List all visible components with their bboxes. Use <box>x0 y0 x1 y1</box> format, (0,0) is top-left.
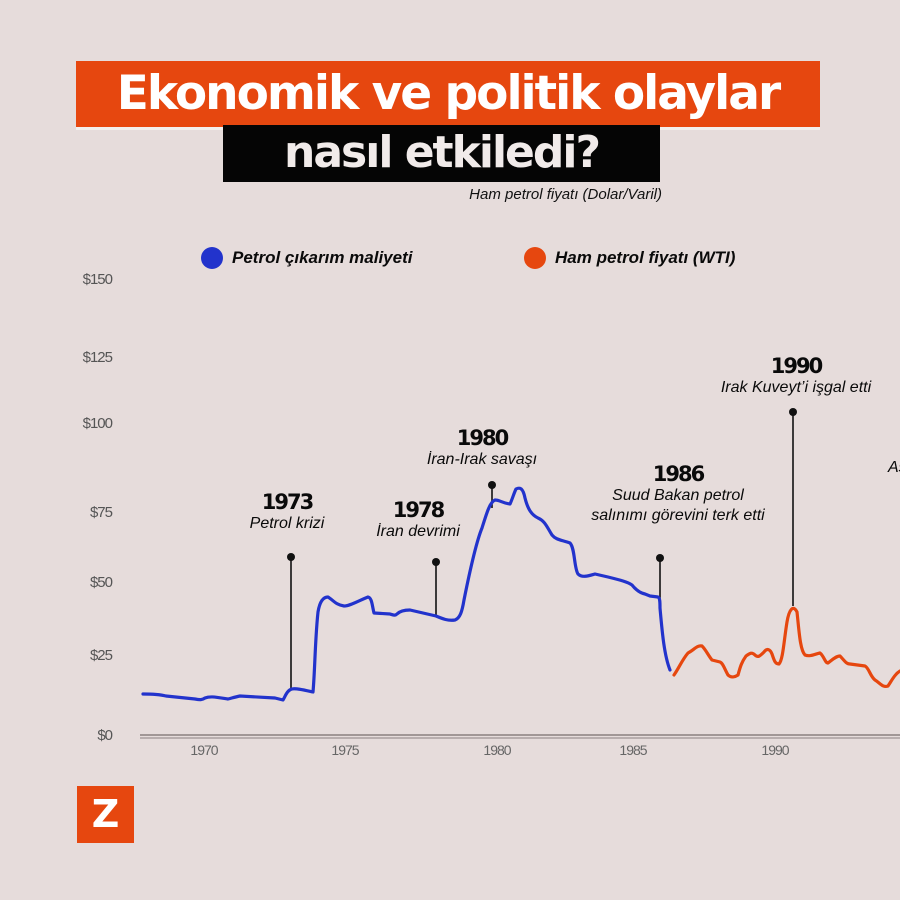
series-extraction-cost-line <box>141 486 672 702</box>
x-tick-1975: 1975 <box>331 742 359 758</box>
x-tick-1970: 1970 <box>190 742 218 758</box>
y-tick-50: $50 <box>89 574 113 591</box>
annotation-text: Suud Bakan petrol <box>612 487 744 504</box>
y-tick-125: $125 <box>82 349 113 366</box>
annotation-text: Irak Kuveyt’i işgal etti <box>720 379 872 396</box>
legend-item-extraction-cost: Petrol çıkarım maliyeti <box>201 247 412 269</box>
legend-label: Petrol çıkarım maliyeti <box>232 248 413 267</box>
brand-logo: Z <box>77 786 134 843</box>
event-marker-1973 <box>287 553 295 689</box>
annotation-year: 1980 <box>456 426 509 450</box>
annotation-text: İran devrimi <box>376 523 460 540</box>
y-tick-150: $150 <box>82 271 113 288</box>
annotation-1990: 1990 Irak Kuveyt’i işgal etti <box>721 354 871 398</box>
annotation-year: 1990 <box>770 354 823 378</box>
orange-dot-icon <box>524 247 546 269</box>
annotation-text: Petrol krizi <box>249 515 325 532</box>
annotation-text: Asy <box>888 459 900 476</box>
chart-subtitle: Ham petrol fiyatı (Dolar/Varil) <box>469 186 662 203</box>
annotation-1986: 1986 Suud Bakan petrol salınımı görevini… <box>591 462 764 526</box>
x-tick-1985: 1985 <box>619 742 647 758</box>
title-line-1: Ekonomik ve politik olaylar <box>76 61 820 127</box>
title-line-2: nasıl etkiledi? <box>223 125 660 182</box>
event-marker-1990 <box>789 408 797 606</box>
legend-item-wti-price: Ham petrol fiyatı (WTI) <box>524 247 735 269</box>
annotation-year: 1973 <box>261 490 314 514</box>
annotation-asia-cropped: Asy <box>888 458 900 478</box>
y-tick-0: $0 <box>97 727 113 744</box>
annotation-text-2: salınımı görevini terk etti <box>591 507 765 524</box>
x-tick-1980: 1980 <box>483 742 511 758</box>
series-wti-price-line <box>672 606 900 689</box>
y-tick-25: $25 <box>89 647 113 664</box>
annotation-text: İran-Irak savaşı <box>426 451 538 468</box>
annotation-year: 1986 <box>652 462 705 486</box>
event-marker-1978 <box>432 558 440 616</box>
x-tick-1990: 1990 <box>761 742 789 758</box>
y-tick-75: $75 <box>89 504 113 521</box>
y-tick-100: $100 <box>82 415 113 432</box>
blue-dot-icon <box>201 247 223 269</box>
annotation-year: 1978 <box>392 498 445 522</box>
annotation-1978: 1978 İran devrimi <box>376 498 460 542</box>
legend-label: Ham petrol fiyatı (WTI) <box>555 248 736 267</box>
annotation-1980: 1980 İran-Irak savaşı <box>427 426 537 470</box>
annotation-1973: 1973 Petrol krizi <box>250 490 325 534</box>
